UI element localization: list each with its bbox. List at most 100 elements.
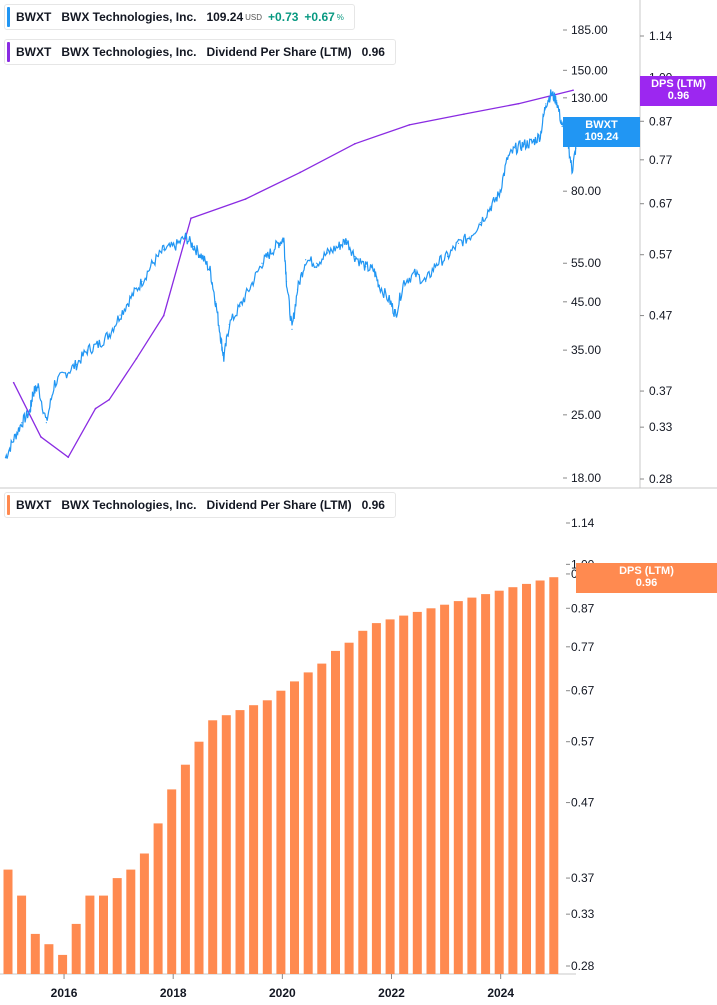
price-line-point [277,242,279,244]
price-line-point [29,410,31,412]
price-line-point [414,273,416,275]
dps-line-point [40,436,42,438]
price-line-point [214,301,217,303]
dps-bottom-tick-label: 0.87 [571,601,595,615]
dps-top-tick-label: 0.57 [649,248,673,262]
dps-bar [249,705,259,974]
price-line-point [490,205,492,207]
price-line-point [326,252,329,254]
price-tag: BWXT 109.24 [563,117,640,147]
price-line-point [163,249,165,251]
price-line-point [468,236,470,238]
price-line-point [13,438,15,441]
dps-line-point [135,357,138,360]
price-line-point [523,143,525,146]
x-tick-label: 2016 [51,986,78,1000]
dps-bar [153,823,163,974]
price-line-point [337,245,339,248]
dps-bar [522,583,531,974]
price-line-point [378,284,380,287]
dps-tag-bottom-value: 0.96 [635,577,658,589]
dps-bottom-tick-label: 1.14 [571,516,595,530]
price-line-point [531,142,533,144]
legend-dps-top-company: BWX Technologies, Inc. [61,45,197,59]
price-line-point [457,242,460,244]
price-line-point [425,280,427,283]
dps-top-tick-label: 0.37 [649,384,673,398]
x-tick-label: 2024 [487,986,514,1000]
price-line-point [550,92,552,95]
price-line-point [269,252,271,254]
dps-line-point [408,124,411,126]
dps-bar [99,895,108,974]
dps-bottom-tick-label: 0.47 [571,796,595,810]
price-line-point [395,314,397,316]
price-line-point [21,422,23,424]
dps-bar [453,601,463,974]
price-line-point [571,170,573,172]
dps-top-tick-label: 0.28 [649,472,673,486]
price-line-point [345,239,348,241]
dps-bar [167,789,177,974]
legend-dps-bottom-ticker: BWXT [16,498,52,512]
price-line-point [556,100,558,102]
dps-top-tick-label: 0.87 [649,114,673,128]
legend-price-company: BWX Technologies, Inc. [61,10,197,24]
dps-tag-top: DPS (LTM) 0.96 [640,76,717,106]
price-line-point [32,392,34,394]
price-line-point [228,323,230,326]
dps-line-point [299,171,301,174]
dps-tag-bottom-label: DPS (LTM) [619,565,674,577]
dps-bar [467,597,477,974]
x-tick-label: 2022 [378,986,405,1000]
price-line-point [53,382,56,384]
price-axis: 185.00 150.00 130.00 80.00 55.00 45.00 35.00 25… [563,23,608,485]
dps-bottom-tick-label: 0.67 [571,684,595,698]
dps-tag-top-value: 0.96 [667,90,690,102]
dps-bottom-tick-label: 0.28 [571,959,595,973]
dps-line-point [517,102,520,105]
price-line-point [184,236,187,238]
price-line-point [223,357,225,360]
price-line-point [64,372,67,375]
price-line [4,89,580,459]
x-tick-label: 2020 [269,986,296,1000]
dps-bar [180,764,190,974]
dps-bar [30,933,40,974]
dps-bar [235,710,245,974]
price-line-point [561,125,563,128]
price-line-point [4,457,7,459]
price-line-point [575,147,577,149]
dps-bar [549,577,559,974]
price-line-point [239,305,241,307]
dps-line-point [94,407,97,410]
dps-bar [58,954,68,974]
dps-bar [440,604,450,974]
dps-bar [303,672,313,974]
dps-line-point [353,143,356,145]
dps-bar [426,608,436,974]
dps-bar [412,611,422,974]
price-line-point [193,245,195,248]
price-line-point [97,344,99,346]
price-tick-label: 18.00 [571,471,601,485]
legend-dps-bottom-company: BWX Technologies, Inc. [61,498,197,512]
dps-line [13,89,574,459]
legend-dps-bottom-value: 0.96 [361,498,385,512]
legend-price: BWXT BWX Technologies, Inc. 109.24 USD +… [4,4,355,30]
dps-top-tick-label: 0.77 [649,153,673,167]
dps-bar [385,619,395,974]
dps-bar [535,580,545,974]
legend-dps-top-ticker: BWXT [16,45,52,59]
price-line-point [201,255,203,257]
price-line-point [119,314,121,316]
legend-price-change: +0.73 [268,10,299,24]
price-line-point [209,269,211,271]
price-tick-label: 130.00 [571,91,608,105]
legend-dps-top-metric: Dividend Per Share (LTM) [206,45,352,59]
dps-bar [112,878,122,974]
dps-line-layer [12,89,574,459]
dps-bar [508,587,518,974]
dps-top-tick-label: 1.14 [649,29,673,43]
legend-price-ticker: BWXT [16,10,52,24]
